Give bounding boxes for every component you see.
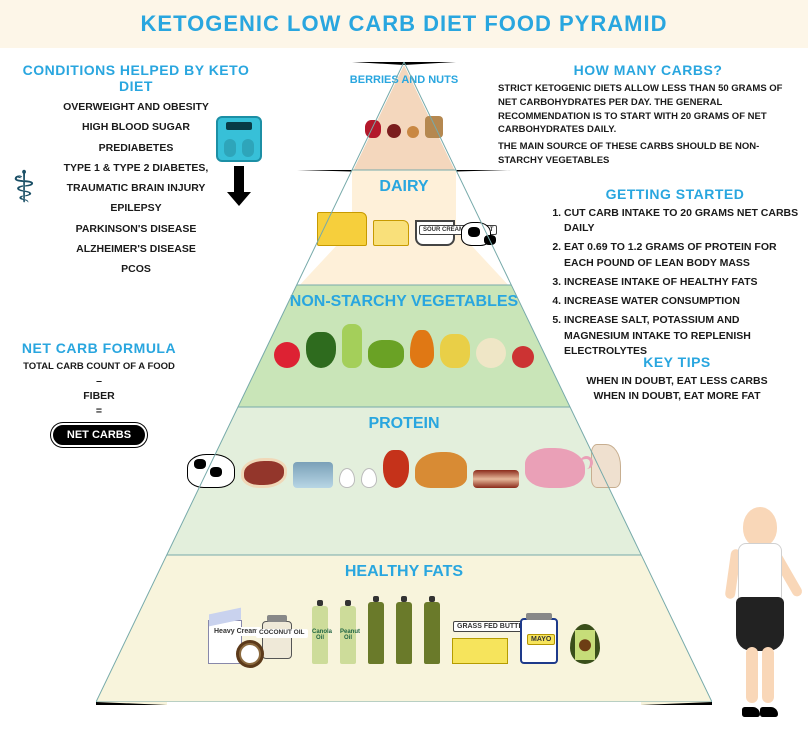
key-tips-panel: KEY TIPS WHEN IN DOUBT, EAT LESS CARBS W…: [582, 354, 772, 404]
net-carb-fiber: FIBER: [14, 389, 184, 404]
how-many-p2: THE MAIN SOURCE OF THESE CARBS SHOULD BE…: [498, 140, 798, 168]
almond-icon: [407, 126, 419, 138]
gs-step: INCREASE INTAKE OF HEALTHY FATS: [564, 275, 802, 290]
page-title: KETOGENIC LOW CARB DIET FOOD PYRAMID: [141, 11, 668, 37]
foods-protein: [184, 444, 624, 488]
condition-item: PCOS: [18, 262, 254, 277]
butter-icon: GRASS FED BUTTER: [452, 638, 508, 664]
conditions-panel: CONDITIONS HELPED BY KETO DIET OVERWEIGH…: [18, 62, 254, 282]
nut-icon: [387, 124, 401, 138]
pepper-icon: [440, 334, 470, 368]
steak-icon: [241, 458, 287, 488]
egg2-icon: [361, 468, 377, 488]
gs-step: INCREASE SALT, POTASSIUM AND MAGNESIUM I…: [564, 313, 802, 359]
broccoli-icon: [306, 332, 336, 368]
how-many-panel: HOW MANY CARBS? STRICT KETOGENIC DIETS A…: [498, 62, 798, 168]
net-carbs-pill: NET CARBS: [51, 423, 147, 447]
getting-started-panel: GETTING STARTED CUT CARB INTAKE TO 20 GR…: [548, 186, 802, 363]
cauliflower-icon: [476, 338, 506, 368]
lobster-icon: [383, 450, 409, 488]
pig-icon: [525, 448, 585, 488]
pyramid-label-protein: PROTEIN: [96, 415, 712, 433]
arrow-down-icon: [234, 166, 251, 206]
condition-item: TYPE 1 & TYPE 2 DIABETES,: [18, 161, 254, 176]
caduceus-icon: ⚕: [12, 162, 36, 213]
net-carb-equals: =: [14, 404, 184, 419]
condition-item: OVERWEIGHT AND OBESITY: [18, 100, 254, 115]
cheese-icon: [317, 212, 367, 246]
gs-step: INCREASE WATER CONSUMPTION: [564, 294, 802, 309]
key-tips-heading: KEY TIPS: [582, 354, 772, 370]
foods-dairy: SOUR CREAM FULL FAT: [314, 212, 494, 246]
net-carb-minus: –: [14, 374, 184, 389]
gs-step: EAT 0.69 TO 1.2 GRAMS OF PROTEIN FOR EAC…: [564, 240, 802, 270]
olive-oil1-icon: [368, 602, 384, 664]
key-tip: WHEN IN DOUBT, EAT MORE FAT: [582, 389, 772, 404]
key-tip: WHEN IN DOUBT, EAT LESS CARBS: [582, 374, 772, 389]
gs-step: CUT CARB INTAKE TO 20 GRAMS NET CARBS DA…: [564, 206, 802, 236]
getting-started-heading: GETTING STARTED: [548, 186, 802, 202]
canola-oil-icon: Canola Oil: [312, 606, 328, 664]
pyramid-label-fats: HEALTHY FATS: [96, 563, 712, 581]
chicken-icon: [415, 452, 467, 488]
celery-icon: [342, 324, 362, 368]
cow-small-icon: [461, 222, 491, 246]
lettuce-icon: [368, 340, 404, 368]
cheese-slice-icon: [373, 220, 409, 246]
condition-item: ALZHEIMER'S DISEASE: [18, 242, 254, 257]
scale-icon: [216, 116, 262, 162]
ribs-icon: [591, 444, 621, 488]
infographic-root: KETOGENIC LOW CARB DIET FOOD PYRAMID BER…: [0, 0, 808, 731]
fish-icon: [293, 462, 333, 488]
net-carb-heading: NET CARB FORMULA: [14, 340, 184, 356]
net-carb-line1: TOTAL CARB COUNT OF A FOOD: [14, 360, 184, 374]
mayo-icon: MAYO: [520, 618, 558, 664]
foods-fats: Heavy Cream COCONUT OIL Canola Oil Peanu…: [124, 602, 684, 664]
foods-veg: [259, 324, 549, 368]
getting-started-list: CUT CARB INTAKE TO 20 GRAMS NET CARBS DA…: [548, 206, 802, 359]
egg-icon: [339, 468, 355, 488]
conditions-heading: CONDITIONS HELPED BY KETO DIET: [18, 62, 254, 94]
title-bar: KETOGENIC LOW CARB DIET FOOD PYRAMID: [0, 0, 808, 48]
olive-oil2-icon: [396, 602, 412, 664]
woman-icon: [718, 507, 802, 717]
foods-berries: [361, 116, 447, 138]
net-carb-panel: NET CARB FORMULA TOTAL CARB COUNT OF A F…: [14, 340, 184, 447]
condition-item: EPILEPSY: [18, 201, 254, 216]
condition-item: TRAUMATIC BRAIN INJURY: [18, 181, 254, 196]
bacon-icon: [473, 470, 519, 488]
strawberry-icon: [365, 120, 381, 138]
cow-icon: [187, 454, 235, 488]
carrot-icon: [410, 330, 434, 368]
tomato-icon: [274, 342, 300, 368]
coconut-oil-icon: COCONUT OIL: [254, 621, 300, 664]
condition-item: PARKINSON'S DISEASE: [18, 222, 254, 237]
how-many-heading: HOW MANY CARBS?: [498, 62, 798, 78]
olive-oil3-icon: [424, 602, 440, 664]
tomato2-icon: [512, 346, 534, 368]
avocado-icon: [570, 624, 600, 664]
sour-cream-icon: SOUR CREAM FULL FAT: [415, 220, 455, 246]
jar-icon: [425, 116, 443, 138]
peanut-oil-icon: Peanut Oil: [340, 606, 356, 664]
how-many-p1: STRICT KETOGENIC DIETS ALLOW LESS THAN 5…: [498, 82, 798, 137]
